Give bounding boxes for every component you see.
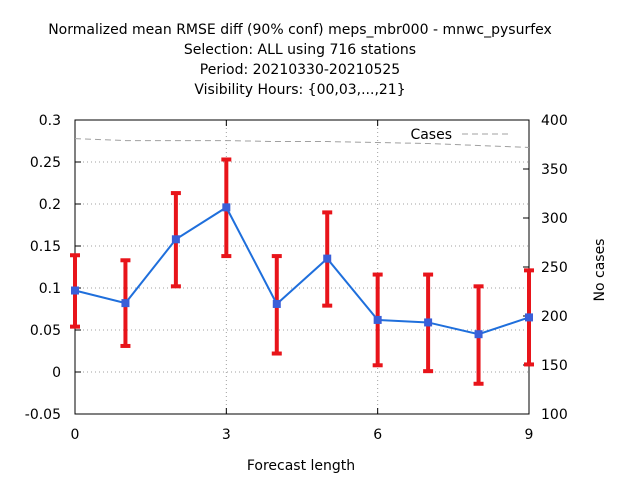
y2-tick-label: 100: [541, 407, 568, 423]
data-point: [373, 315, 382, 324]
title-line-3: Period: 20210330-20210525: [200, 62, 400, 78]
x-tick-label: 0: [71, 427, 80, 443]
chart-title: Normalized mean RMSE diff (90% conf) mep…: [48, 22, 552, 98]
y2-tick-label: 150: [541, 358, 568, 374]
title-line-2: Selection: ALL using 716 stations: [184, 42, 416, 58]
title-line-4: Visibility Hours: {00,03,...,21}: [194, 82, 405, 98]
data-point: [272, 299, 281, 308]
legend: Cases: [410, 127, 512, 143]
y-tick-label: 0.05: [30, 323, 61, 339]
data-point: [71, 286, 79, 295]
cases-line: [74, 138, 530, 148]
x-tick-label: 6: [373, 427, 382, 443]
rmse-line: [74, 205, 530, 336]
y-tick-label: 0.1: [39, 281, 61, 297]
error-bars: [70, 157, 534, 386]
data-point: [474, 330, 483, 339]
data-point: [171, 235, 180, 244]
y-tick-label: 0.25: [30, 155, 61, 171]
y-tick-label: 0.15: [30, 239, 61, 255]
y-tick-label: 0: [52, 365, 61, 381]
x-tick-label: 9: [525, 427, 534, 443]
y-tick-label: 0.2: [39, 197, 61, 213]
y2-tick-label: 200: [541, 309, 568, 325]
data-point: [424, 318, 433, 327]
y2-tick-label: 300: [541, 211, 568, 227]
tick-labels: -0.05 0 0.05 0.1 0.15 0.2 0.25 0.3 100 150 200 250 3…: [25, 113, 568, 443]
x-axis-label: Forecast length: [247, 458, 355, 474]
y2-tick-label: 400: [541, 113, 568, 129]
x-tick-label: 3: [222, 427, 231, 443]
y2-axis-label: No cases: [592, 239, 608, 302]
y2-tick-label: 350: [541, 162, 568, 178]
y-tick-label: 0.3: [39, 113, 61, 129]
data-point: [525, 313, 533, 322]
axes: [74, 119, 530, 415]
title-line-1: Normalized mean RMSE diff (90% conf) mep…: [48, 22, 552, 38]
plot-frame: [74, 119, 530, 415]
rmse-series: [71, 203, 533, 339]
data-point: [222, 203, 231, 212]
legend-label-cases: Cases: [410, 127, 452, 143]
grid: [75, 120, 529, 414]
y-tick-label: -0.05: [25, 407, 61, 423]
cases-series: [74, 138, 530, 148]
y2-tick-label: 250: [541, 260, 568, 276]
data-point: [323, 254, 332, 263]
data-point: [121, 299, 130, 308]
